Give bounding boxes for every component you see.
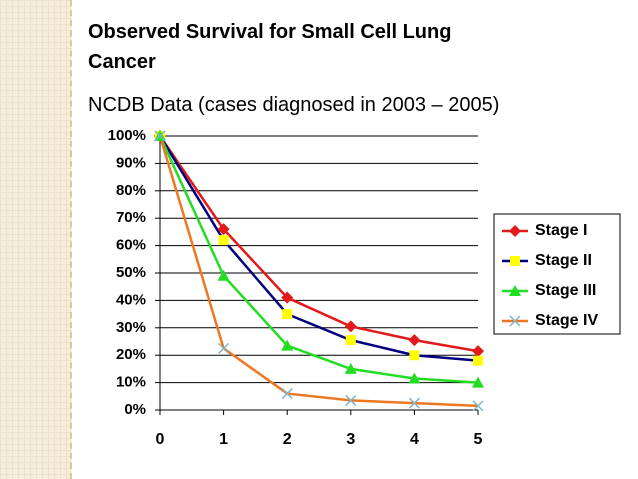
- marker: [217, 223, 230, 236]
- legend-label: Stage I: [535, 222, 587, 239]
- marker: [345, 394, 357, 406]
- marker: [282, 309, 293, 320]
- chart-title: Observed Survival for Small Cell Lung Can…: [88, 21, 451, 73]
- y-tick-label: 40%: [116, 291, 146, 308]
- marker: [344, 320, 357, 333]
- marker: [344, 362, 357, 374]
- marker: [473, 355, 483, 366]
- y-tick-label: 80%: [116, 182, 146, 199]
- legend-marker: [509, 315, 521, 327]
- series-line: [158, 135, 479, 384]
- y-tick-label: 70%: [116, 209, 146, 226]
- y-tick-label: 50%: [116, 264, 146, 281]
- x-tick-label: 2: [283, 431, 292, 448]
- marker: [472, 400, 484, 412]
- series-line: [158, 135, 479, 362]
- marker: [218, 342, 230, 354]
- y-tick-label: 20%: [116, 346, 146, 363]
- x-tick-label: 0: [156, 431, 165, 448]
- y-tick-label: 100%: [108, 127, 146, 144]
- legend-label: Stage IV: [535, 312, 598, 329]
- marker: [281, 339, 294, 351]
- marker: [472, 345, 484, 358]
- x-tick-label: 1: [219, 431, 228, 448]
- x-tick-label: 3: [346, 431, 355, 448]
- y-tick-label: 30%: [116, 319, 146, 336]
- marker: [154, 130, 166, 142]
- chart-subtitle: NCDB Data (cases diagnosed in 2003 – 200…: [88, 94, 499, 116]
- series-line: [158, 135, 479, 353]
- y-tick-label: 60%: [116, 237, 146, 254]
- marker: [217, 269, 230, 281]
- marker: [472, 376, 484, 388]
- y-tick-label: 0%: [124, 401, 146, 418]
- legend-marker: [510, 256, 520, 266]
- y-tick-label: 90%: [116, 154, 146, 171]
- series-line: [158, 135, 479, 408]
- marker: [408, 334, 421, 347]
- marker: [281, 291, 294, 304]
- marker: [281, 388, 293, 400]
- legend-label: Stage III: [535, 282, 596, 299]
- marker: [408, 397, 420, 409]
- legend-label: Stage II: [535, 252, 592, 269]
- marker: [218, 235, 229, 246]
- x-tick-label: 4: [410, 431, 419, 448]
- marker: [408, 372, 421, 384]
- marker: [409, 350, 420, 361]
- decor-strip: [0, 0, 72, 479]
- marker: [345, 335, 356, 346]
- legend-marker: [509, 225, 521, 237]
- x-tick-label: 5: [474, 431, 483, 448]
- y-tick-label: 10%: [116, 374, 146, 391]
- legend-marker: [509, 285, 521, 296]
